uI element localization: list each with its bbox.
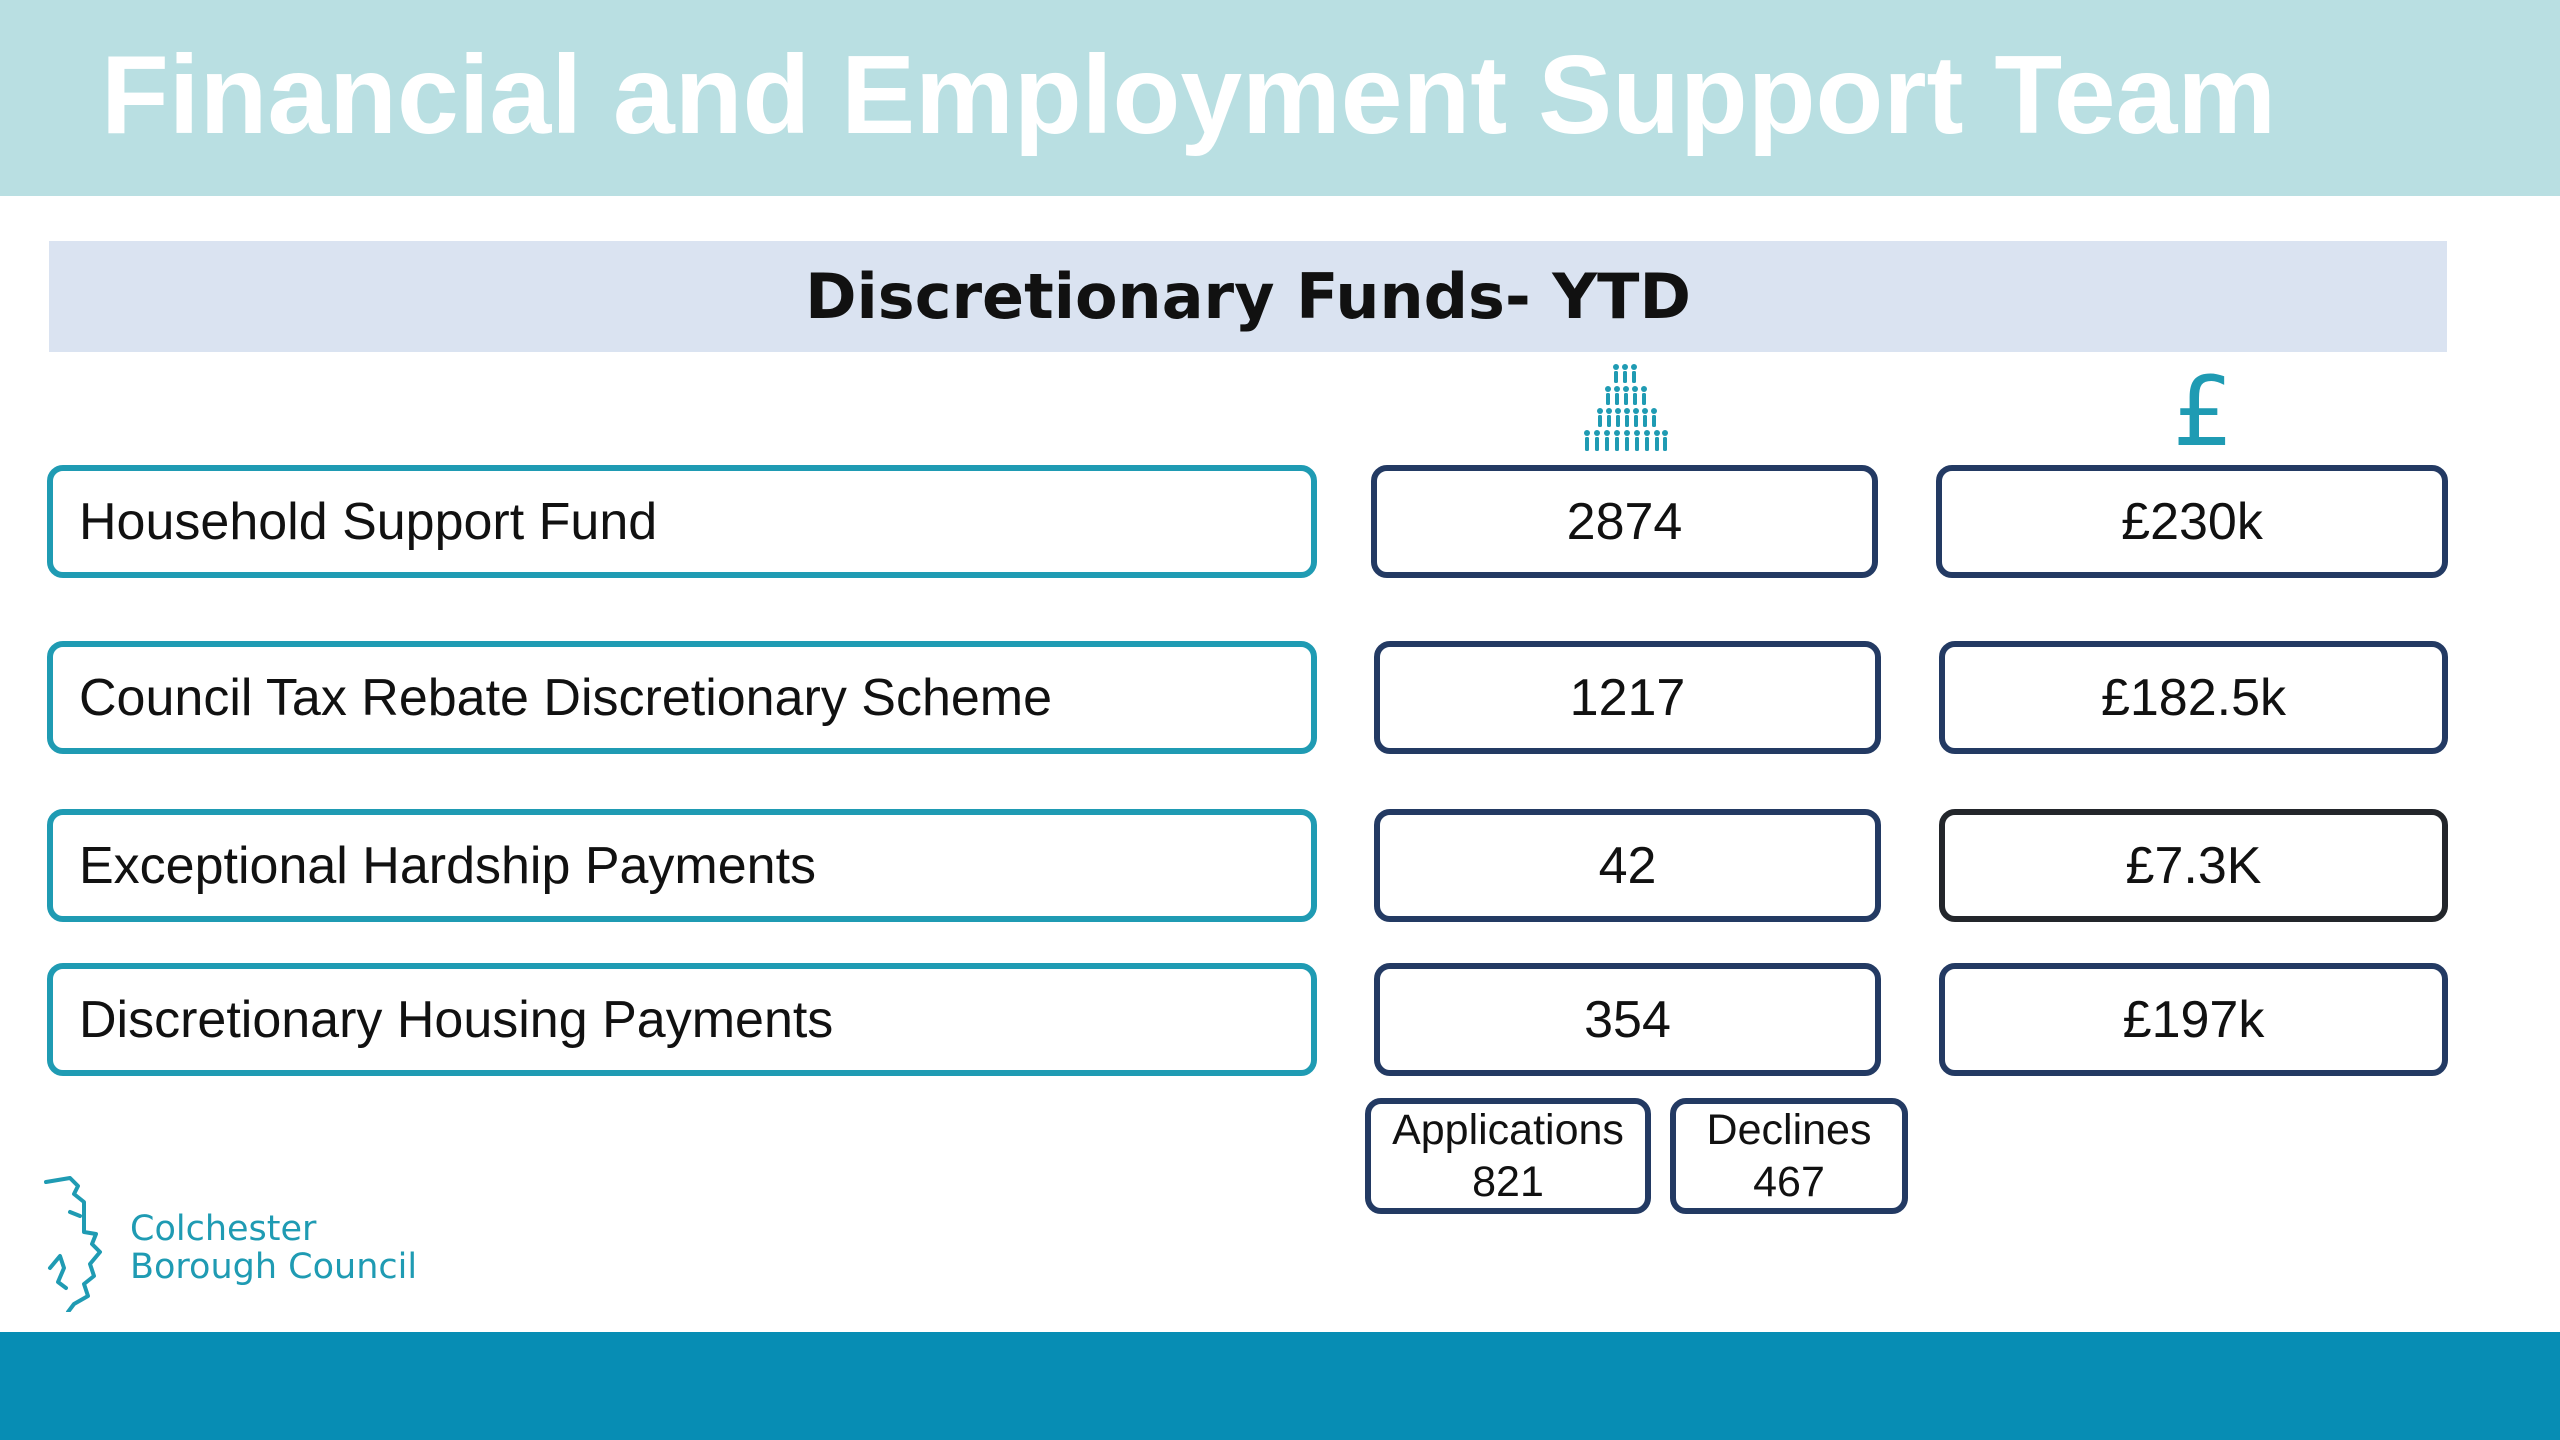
castle-profile-icon: [44, 1176, 102, 1312]
declines-box: Declines 467: [1670, 1098, 1908, 1214]
footer-band: [0, 1332, 2560, 1440]
fund-amount: £7.3K: [1939, 809, 2448, 922]
header-band: Financial and Employment Support Team: [0, 0, 2560, 196]
fund-count: 2874: [1371, 465, 1878, 578]
fund-amount: £230k: [1936, 465, 2448, 578]
fund-label: Household Support Fund: [47, 465, 1317, 578]
pound-sign-icon: £: [2172, 356, 2234, 468]
fund-row-household-support: Household Support Fund 2874 £230k: [0, 465, 2560, 578]
fund-label: Discretionary Housing Payments: [47, 963, 1317, 1076]
section-title: Discretionary Funds- YTD: [805, 260, 1691, 333]
declines-value: 467: [1753, 1158, 1825, 1206]
applications-label: Applications: [1392, 1106, 1624, 1154]
people-group-icon: [1584, 364, 1668, 451]
council-name: Colchester Borough Council: [130, 1210, 417, 1286]
declines-label: Declines: [1706, 1106, 1872, 1154]
section-title-bar: Discretionary Funds- YTD: [49, 241, 2447, 352]
fund-count: 354: [1374, 963, 1881, 1076]
fund-amount: £197k: [1939, 963, 2448, 1076]
applications-value: 821: [1472, 1158, 1544, 1206]
page-title: Financial and Employment Support Team: [101, 33, 2277, 157]
fund-row-exceptional-hardship: Exceptional Hardship Payments 42 £7.3K: [0, 809, 2560, 922]
fund-row-council-tax-rebate: Council Tax Rebate Discretionary Scheme …: [0, 641, 2560, 754]
fund-count: 42: [1374, 809, 1881, 922]
fund-label: Exceptional Hardship Payments: [47, 809, 1317, 922]
applications-box: Applications 821: [1365, 1098, 1651, 1214]
council-name-line1: Colchester: [130, 1209, 317, 1249]
fund-amount: £182.5k: [1939, 641, 2448, 754]
fund-label: Council Tax Rebate Discretionary Scheme: [47, 641, 1317, 754]
fund-row-discretionary-housing: Discretionary Housing Payments 354 £197k: [0, 963, 2560, 1076]
council-logo: Colchester Borough Council: [40, 1172, 420, 1312]
council-name-line2: Borough Council: [130, 1247, 418, 1287]
fund-count: 1217: [1374, 641, 1881, 754]
